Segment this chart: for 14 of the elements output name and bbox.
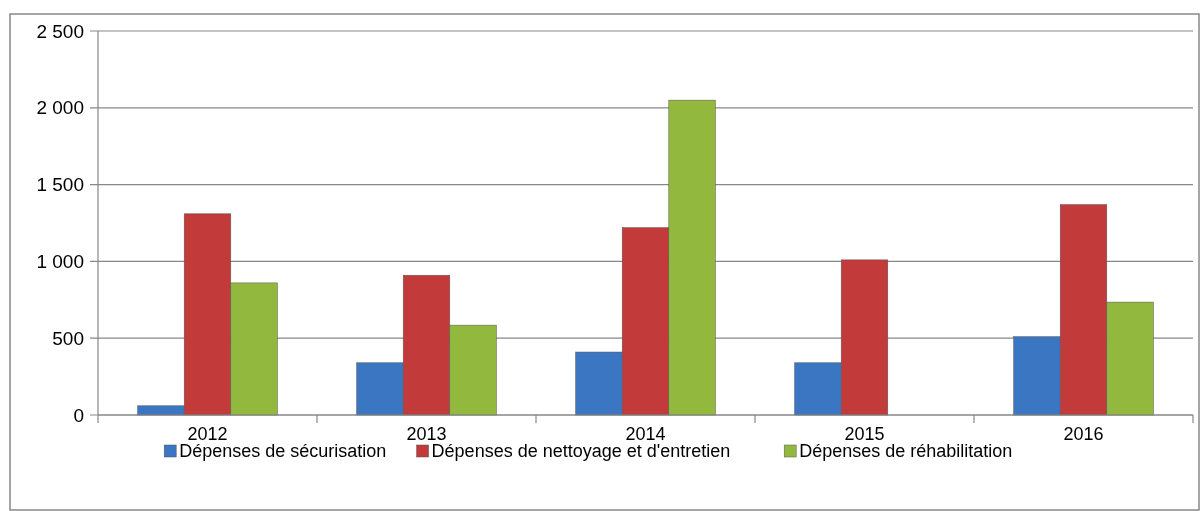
y-tick-label: 1 000: [36, 251, 84, 273]
legend-label: Dépenses de sécurisation: [179, 441, 387, 462]
x-tick-label: 2016: [1063, 424, 1104, 444]
x-tick-label: 2015: [844, 424, 885, 444]
y-tick-label: 2 500: [36, 20, 84, 42]
legend-label: Dépenses de réhabilitation: [799, 441, 1013, 462]
y-tick-label: 0: [73, 404, 84, 426]
legend-label: Dépenses de nettoyage et d'entretien: [431, 441, 731, 462]
y-tick-label: 500: [52, 327, 84, 349]
x-tick-label: 2012: [187, 424, 228, 444]
x-tick-label: 2013: [406, 424, 447, 444]
y-tick-label: 2 000: [36, 97, 84, 119]
y-tick-label: 1 500: [36, 174, 84, 196]
x-tick-label: 2014: [625, 424, 666, 444]
